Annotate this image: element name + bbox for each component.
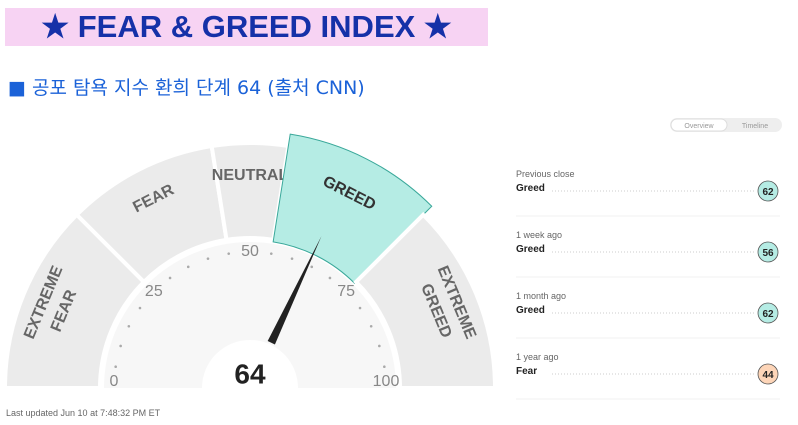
history-when: Previous close <box>516 169 575 179</box>
history-rating: Greed <box>516 183 545 194</box>
history-value: 44 <box>762 370 774 381</box>
history-badge <box>757 180 779 202</box>
history-badge <box>757 241 779 263</box>
history-badge <box>757 363 779 385</box>
tick-dot <box>227 252 231 255</box>
gauge-band <box>272 133 433 285</box>
history-when: 1 month ago <box>516 291 566 301</box>
title: ★ FEAR & GREED INDEX ★ <box>5 8 488 46</box>
history-badge <box>757 302 779 324</box>
subtitle: ■ 공포 탐욕 지수 환희 단계 64 (출처 CNN) <box>8 77 365 99</box>
tick-dot <box>378 344 381 348</box>
footer: Last updated Jun 10 at 7:48:32 PM ET <box>6 408 161 418</box>
needle <box>267 235 322 345</box>
history-when: 1 year ago <box>516 352 559 362</box>
tick-dot <box>186 265 190 269</box>
tick-label: 0 <box>110 373 119 390</box>
history-value: 56 <box>762 248 774 259</box>
tick-dot <box>206 257 210 260</box>
tick-label: 25 <box>145 283 163 300</box>
tick-label: 50 <box>241 243 259 260</box>
tick-dot <box>328 276 332 280</box>
history-rating: Greed <box>516 244 545 255</box>
gauge-band <box>353 211 498 390</box>
tick-dot <box>269 252 273 255</box>
history-when: 1 week ago <box>516 230 562 240</box>
tick-dot <box>119 344 122 348</box>
tick-dot <box>383 365 386 369</box>
tick-label: 75 <box>337 283 355 300</box>
tick-dot <box>290 257 294 260</box>
tick-dot <box>358 306 362 310</box>
history-value: 62 <box>762 187 774 198</box>
tick-dot <box>138 306 142 310</box>
tab-label[interactable]: Timeline <box>742 123 768 130</box>
history-rating: Fear <box>516 366 537 377</box>
tab <box>670 118 728 132</box>
tick-label: 100 <box>373 373 400 390</box>
tick-dot <box>310 265 314 269</box>
value-disc <box>202 340 298 388</box>
history-value: 62 <box>762 309 774 320</box>
tab-label[interactable]: Overview <box>684 123 714 130</box>
band-label: NEUTRAL <box>212 167 289 184</box>
tick-dot <box>168 276 172 280</box>
value-label: 64 <box>234 358 266 389</box>
gauge-inner <box>104 242 396 388</box>
tick-dot <box>127 324 131 328</box>
tick-dot <box>369 324 373 328</box>
tick-dot <box>114 365 117 369</box>
history-rating: Greed <box>516 305 545 316</box>
